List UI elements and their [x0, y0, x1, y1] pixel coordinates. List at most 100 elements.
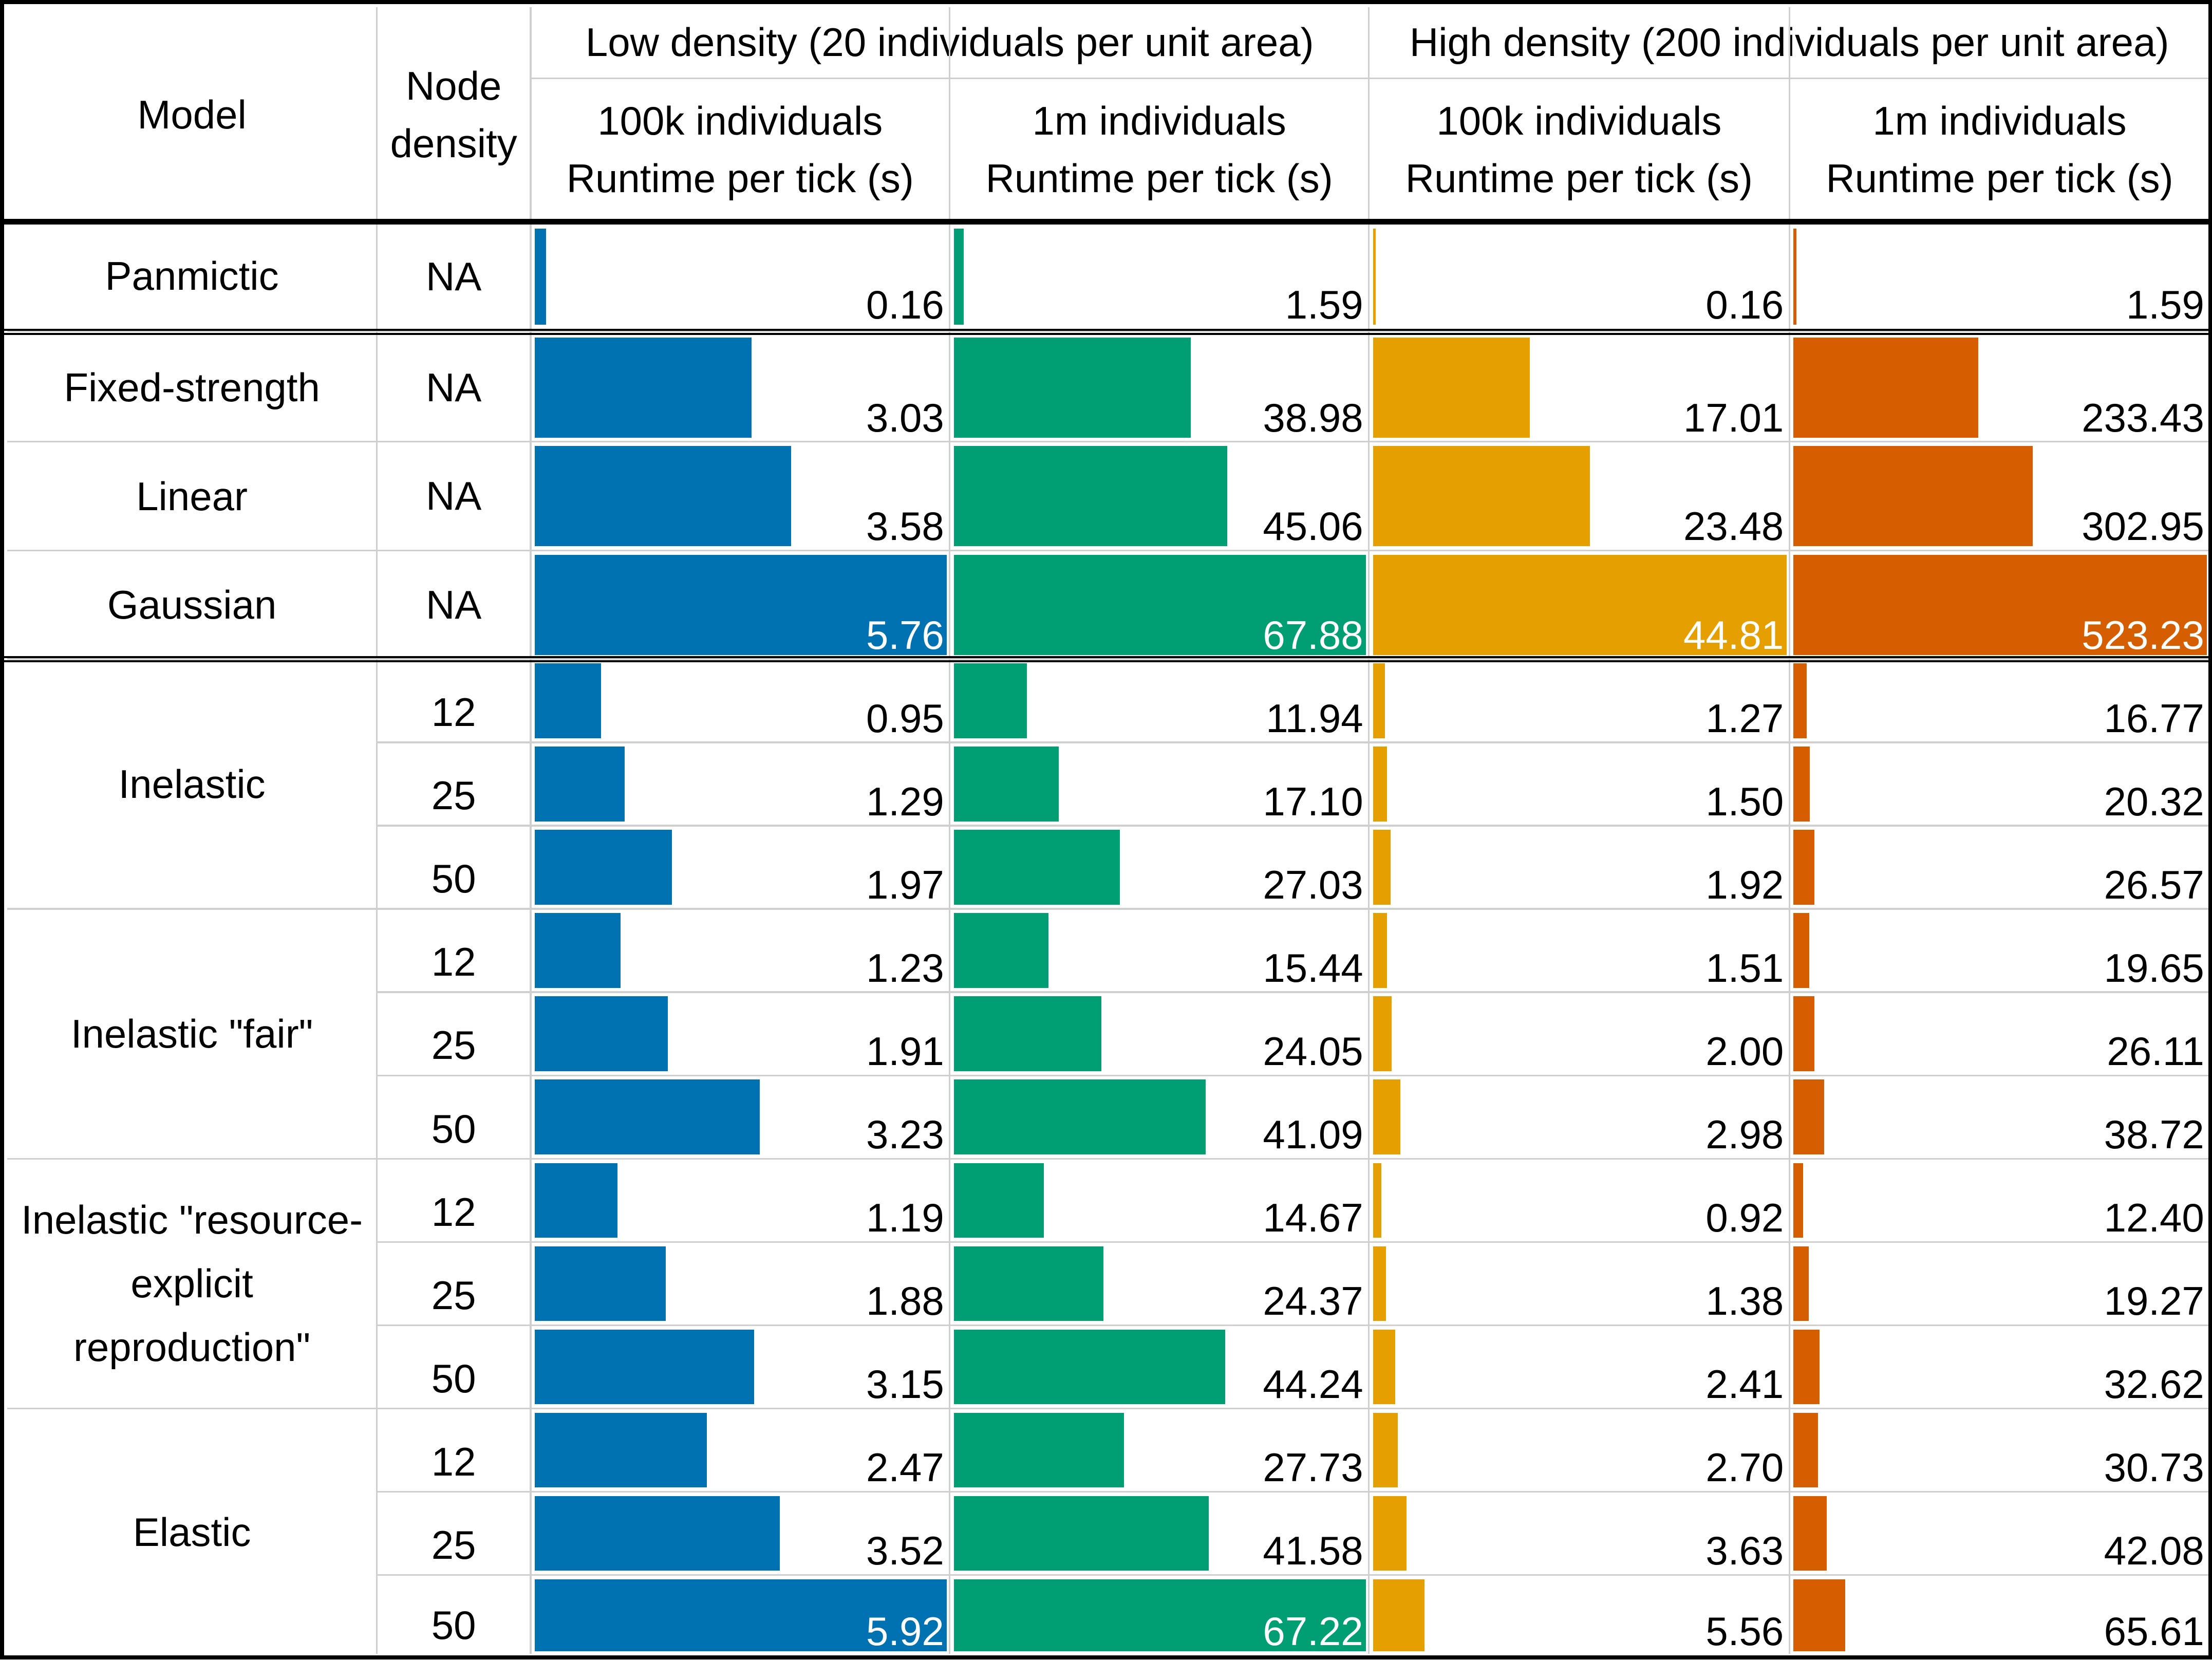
data-value: 0.16	[1705, 282, 1784, 327]
data-bar	[1793, 1496, 1827, 1571]
section-rule	[0, 660, 2212, 663]
grid-hline	[7, 908, 2210, 910]
data-bar	[1373, 747, 1387, 822]
node-density-cell: 25	[431, 1022, 476, 1068]
data-value: 12.40	[2104, 1195, 2204, 1241]
data-bar	[1373, 337, 1530, 438]
data-bar	[1373, 229, 1376, 325]
data-bar	[1373, 554, 1787, 655]
data-value: 1.97	[866, 862, 944, 907]
node-density-cell: 50	[431, 1106, 476, 1151]
data-value: 67.22	[1263, 1609, 1363, 1654]
data-bar	[953, 1246, 1103, 1321]
node-density-cell: 25	[431, 773, 476, 818]
data-value: 26.57	[2104, 862, 2204, 907]
data-value: 38.72	[2104, 1112, 2204, 1158]
data-value: 1.27	[1705, 695, 1784, 741]
data-value: 1.51	[1705, 945, 1784, 991]
data-bar	[1373, 996, 1392, 1071]
data-bar	[953, 663, 1027, 738]
node-density-cell: 12	[431, 939, 476, 985]
data-bar	[1373, 446, 1590, 547]
data-bar	[1373, 663, 1385, 738]
data-bar	[953, 554, 1366, 655]
data-value: 24.37	[1263, 1278, 1363, 1324]
model-label: Linear	[136, 473, 248, 519]
grid-hline	[377, 1490, 2210, 1493]
data-bar	[535, 1579, 947, 1651]
data-bar	[1373, 1412, 1398, 1488]
grid-hline	[377, 741, 2210, 743]
grid-hline	[377, 991, 2210, 993]
grid-vline	[949, 7, 951, 1654]
data-bar	[1793, 747, 1810, 822]
data-bar	[953, 996, 1101, 1071]
data-bar	[953, 1163, 1044, 1238]
grid-vline	[1788, 7, 1790, 1654]
grid-hline	[377, 1241, 2210, 1243]
data-value: 32.62	[2104, 1361, 2204, 1407]
grid-hline	[7, 658, 2210, 660]
data-bar	[1373, 1579, 1424, 1651]
data-bar	[535, 830, 672, 905]
data-bar	[535, 663, 601, 738]
data-value: 3.03	[866, 395, 944, 440]
data-value: 45.06	[1263, 503, 1363, 549]
data-bar	[1373, 1246, 1386, 1321]
data-bar	[1373, 913, 1387, 988]
data-bar	[953, 1579, 1366, 1651]
data-value: 3.15	[866, 1361, 944, 1407]
header-column-4: 1m individuals Runtime per tick (s)	[1789, 78, 2210, 221]
column-size-label: 1m individuals	[1872, 98, 2127, 144]
data-bar	[535, 1163, 618, 1238]
column-size-label: 100k individuals	[597, 98, 883, 144]
model-label: Gaussian	[107, 582, 277, 628]
data-bar	[1373, 1496, 1407, 1571]
column-size-label: 1m individuals	[1032, 98, 1286, 144]
grid-hline	[377, 1574, 2210, 1576]
data-value: 20.32	[2104, 778, 2204, 824]
data-value: 16.77	[2104, 695, 2204, 741]
data-bar	[1793, 996, 1814, 1071]
node-density-cell: 50	[431, 856, 476, 902]
model-label: Inelastic	[118, 761, 266, 807]
data-value: 15.44	[1263, 945, 1363, 991]
data-value: 2.41	[1705, 1361, 1784, 1407]
data-value: 302.95	[2082, 503, 2204, 549]
data-bar	[953, 1496, 1209, 1571]
grid-hline	[7, 330, 2210, 332]
model-label: Elastic	[133, 1509, 251, 1555]
header-model: Model	[137, 91, 247, 137]
grid-vline	[376, 7, 378, 1654]
grid-hline	[7, 1407, 2210, 1410]
header-column-3: 100k individuals Runtime per tick (s)	[1369, 78, 1790, 221]
node-density-cell: 12	[431, 1439, 476, 1484]
data-bar	[535, 554, 947, 655]
data-bar	[535, 1079, 760, 1155]
data-bar	[953, 1329, 1225, 1405]
data-value: 27.73	[1263, 1445, 1363, 1490]
data-value: 27.03	[1263, 862, 1363, 907]
border-left	[0, 0, 5, 1660]
section-rule	[0, 656, 2212, 658]
data-bar	[1793, 913, 1809, 988]
data-value: 14.67	[1263, 1195, 1363, 1241]
data-value: 2.70	[1705, 1445, 1784, 1490]
data-value: 44.81	[1683, 612, 1784, 658]
grid-vline	[1367, 7, 1370, 1654]
node-density-cell: 12	[431, 689, 476, 735]
data-value: 1.91	[866, 1028, 944, 1074]
border-right	[2208, 0, 2212, 1660]
data-bar	[1793, 554, 2207, 655]
data-value: 44.24	[1263, 1361, 1363, 1407]
section-rule	[0, 332, 2212, 335]
data-bar	[1793, 229, 1796, 325]
data-bar	[1793, 446, 2033, 547]
data-value: 42.08	[2104, 1528, 2204, 1574]
data-value: 3.63	[1705, 1528, 1784, 1574]
grid-hline	[377, 825, 2210, 827]
model-label: Inelastic "fair"	[70, 1011, 313, 1057]
data-value: 3.52	[866, 1528, 944, 1574]
data-value: 5.92	[866, 1609, 944, 1654]
